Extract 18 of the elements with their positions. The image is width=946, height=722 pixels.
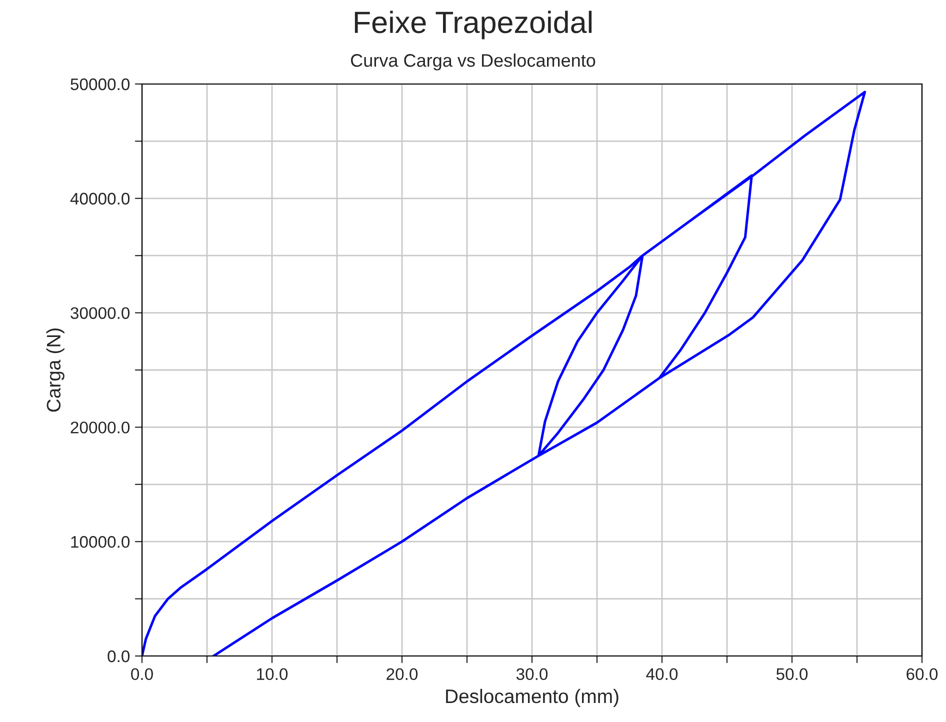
x-tick-label: 30.0 [516,668,548,680]
line-series [142,90,866,656]
y-tick-label: 20000.0 [70,422,130,434]
x-tick-label: 10.0 [257,668,288,680]
y-tick-label: 40000.0 [70,192,130,205]
x-tick-label: 20.0 [386,668,418,680]
y-tick-label: 10000.0 [71,536,130,548]
x-tick-label: 60.0 [906,668,938,680]
y-tick-label: 0.0 [108,650,130,662]
x-tick-label: 40.0 [646,668,678,680]
y-axis-title: Carga (N) [46,328,64,412]
chart-title: Feixe Trapezoidal [354,10,592,40]
x-tick-label: 50.0 [776,668,808,680]
y-tick-label: 50000.0 [70,78,130,90]
chart-subtitle: Curva Carga vs Deslocamento [350,54,596,70]
x-axis-title: Deslocamento (mm) [446,688,618,708]
x-tick-label: 0.0 [131,668,153,680]
y-tick-label: 30000.0 [70,307,130,320]
